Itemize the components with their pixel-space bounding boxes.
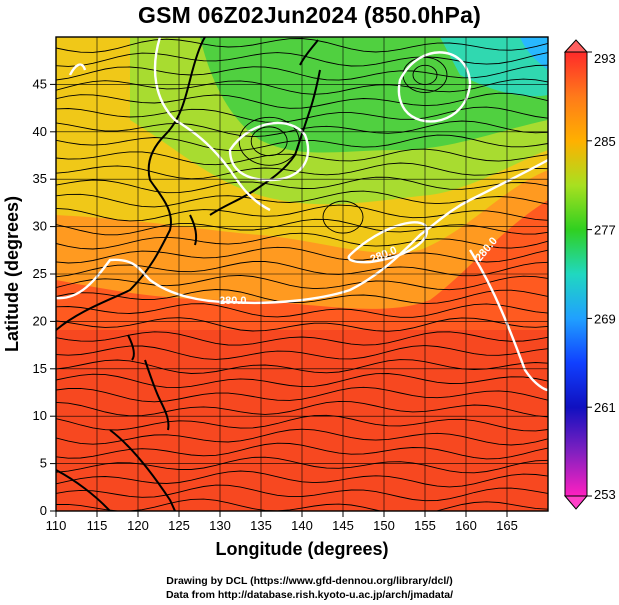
- colorbar-bar: [564, 51, 588, 497]
- x-tick-label: 135: [250, 518, 272, 533]
- colorbar-tick-label: 293: [594, 51, 616, 66]
- colorbar-tick-label: 285: [594, 134, 616, 149]
- x-tick-label: 165: [496, 518, 518, 533]
- credit-dcl: Drawing by DCL (https://www.gfd-dennou.o…: [166, 575, 453, 587]
- coastline-asia-mainland: [56, 37, 206, 331]
- x-tick-label: 120: [127, 518, 149, 533]
- colorbar-top-arrow: [563, 39, 589, 53]
- y-tick-label: 15: [33, 361, 47, 376]
- contour-280-ring: [347, 221, 429, 264]
- x-tick-label: 145: [332, 518, 354, 533]
- y-tick-label: 10: [33, 408, 47, 423]
- y-tick-label: 40: [33, 124, 47, 139]
- coastline-borneo: [109, 429, 176, 511]
- contour-280-main: [56, 158, 548, 305]
- coastline-taiwan: [127, 334, 135, 361]
- contour-label-1: 280.0: [219, 295, 247, 307]
- colorbar: 293 285 277 269 261 253: [563, 39, 616, 510]
- grid-lines: [56, 37, 548, 511]
- x-tick-label: 160: [455, 518, 477, 533]
- coastline-korea-south: [189, 214, 198, 246]
- x-tick-label: 155: [414, 518, 436, 533]
- y-tick-label: 30: [33, 219, 47, 234]
- contour-280-north: [153, 37, 271, 212]
- colorbar-tick-label: 261: [594, 400, 616, 415]
- coastline-japan: [209, 69, 321, 216]
- y-tick-label: 5: [40, 456, 47, 471]
- coastlines: [56, 37, 321, 511]
- x-tick-label: 150: [373, 518, 395, 533]
- map-title: GSM 06Z02Jun2024 (850.0hPa): [138, 2, 481, 28]
- contour-280-ne-ring: [397, 51, 472, 123]
- contour-280-nw: [68, 63, 87, 76]
- coastline-philippines: [144, 359, 170, 431]
- contour-280-oval: [228, 121, 310, 182]
- x-tick-label: 115: [87, 518, 108, 533]
- x-tick-label: 125: [168, 518, 190, 533]
- contour-280-east: [468, 249, 548, 392]
- y-tick-label: 25: [33, 266, 47, 281]
- x-tick-label: 110: [46, 518, 67, 533]
- x-tick-label: 130: [209, 518, 231, 533]
- y-axis: 0 5 10 15 20 25 30 35 40 45: [33, 76, 56, 518]
- colorbar-tick-label: 269: [594, 311, 616, 326]
- field-cyan-zone: [440, 37, 548, 97]
- y-tick-label: 45: [33, 76, 47, 91]
- streamline-vortex: [250, 126, 288, 157]
- credit-data-source: Data from http://database.rish.kyoto-u.a…: [165, 589, 454, 601]
- x-axis: 110 115 120 125 130 135 140 145 150 155 160 165: [46, 511, 518, 533]
- y-tick-label: 35: [33, 171, 47, 186]
- colorbar-tick-label: 277: [594, 223, 616, 238]
- coastline-malaya: [56, 469, 111, 511]
- contour-280: [56, 37, 548, 392]
- y-axis-label: Latitude (degrees): [2, 196, 22, 352]
- x-axis-label: Longitude (degrees): [215, 539, 388, 559]
- x-tick-label: 140: [291, 518, 313, 533]
- y-tick-label: 20: [33, 313, 47, 328]
- colorbar-bottom-arrow: [563, 495, 589, 510]
- y-tick-label: 0: [40, 503, 47, 518]
- colorbar-tick-label: 253: [594, 487, 616, 502]
- coastline-hokkaido: [299, 39, 319, 66]
